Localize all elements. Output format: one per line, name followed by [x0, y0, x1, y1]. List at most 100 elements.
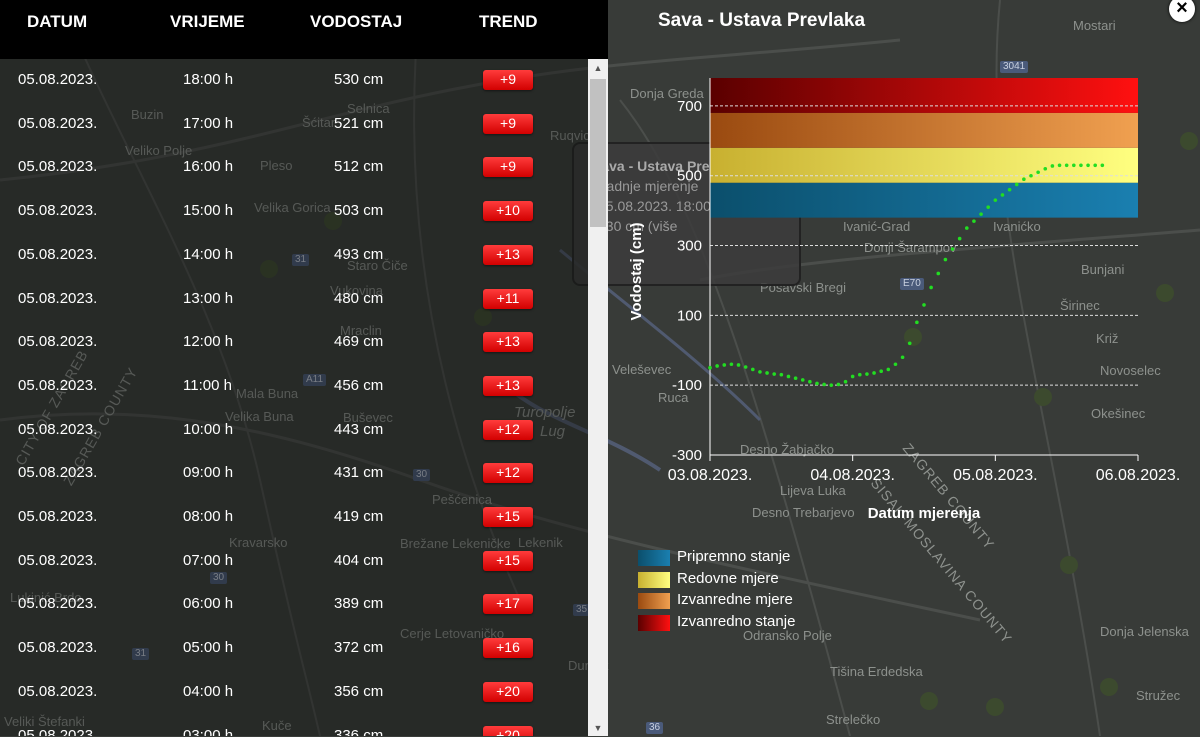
data-point	[743, 365, 748, 369]
row-date: 05.08.2023.	[18, 289, 98, 307]
map-label: Brežane Lekeničke	[400, 536, 511, 551]
map-label: Donja Greda	[630, 86, 704, 101]
row-date: 05.08.2023.	[18, 158, 98, 176]
row-water-level: 469 cm	[334, 333, 384, 351]
x-tick-label: 06.08.2023.	[1096, 467, 1181, 484]
row-water-level: 503 cm	[334, 202, 384, 220]
data-point	[786, 374, 791, 379]
data-point	[879, 369, 883, 374]
map-label: Lukinić Brdo	[10, 590, 82, 605]
scrollbar-thumb[interactable]	[590, 79, 606, 227]
data-point	[922, 303, 926, 307]
data-point	[858, 372, 862, 377]
tree-icon	[904, 328, 922, 346]
table-row[interactable]: 05.08.2023. 12:00 h 469 cm +13	[0, 321, 588, 365]
map-label: Desno Žabjačko	[740, 442, 834, 457]
data-point	[836, 382, 841, 387]
table-row[interactable]: 05.08.2023. 08:00 h 419 cm +15	[0, 496, 588, 540]
trend-badge: +10	[483, 201, 533, 222]
table-row[interactable]: 05.08.2023. 14:00 h 493 cm +13	[0, 234, 588, 278]
trend-badge: +9	[483, 113, 533, 134]
table-scrollbar[interactable]: ▲ ▼	[588, 59, 608, 736]
tree-icon	[260, 260, 278, 278]
map-label: Stružec	[1136, 688, 1181, 703]
row-date: 05.08.2023.	[18, 595, 98, 613]
trend-badge: +11	[483, 288, 533, 309]
data-point	[1064, 163, 1069, 168]
table-row[interactable]: 05.08.2023. 06:00 h 389 cm +17	[0, 583, 588, 627]
map-label: Odransko Polje	[743, 628, 832, 643]
map-label: Buzin	[131, 107, 164, 122]
scroll-down-icon[interactable]: ▼	[593, 723, 603, 733]
data-point	[708, 365, 712, 370]
chart-panel: Sava - Ustava Prevlaka	[608, 0, 1200, 736]
data-point	[907, 341, 912, 346]
map-label: Križ	[1096, 331, 1119, 346]
table-row[interactable]: 05.08.2023. 03:00 h 336 cm +20	[0, 715, 588, 737]
road-sign: 36	[646, 722, 664, 734]
y-tick-label: -300	[672, 447, 702, 464]
trend-badge: +12	[483, 419, 533, 440]
row-date: 05.08.2023.	[18, 420, 98, 438]
table-row[interactable]: 05.08.2023. 15:00 h 503 cm +10	[0, 190, 588, 234]
scroll-up-icon[interactable]: ▲	[593, 63, 603, 73]
legend-label: Izvanredno stanje	[677, 612, 796, 630]
data-point	[929, 285, 933, 290]
row-water-level: 356 cm	[334, 682, 384, 700]
data-point	[772, 372, 776, 376]
table-row[interactable]: 05.08.2023. 17:00 h 521 cm +9	[0, 103, 588, 147]
data-point	[915, 320, 919, 325]
data-point	[779, 372, 784, 377]
map-label: Cerje Letovaničko	[400, 626, 505, 641]
row-date: 05.08.2023.	[18, 71, 98, 88]
row-time: 03:00 h	[183, 726, 234, 737]
tree-icon	[1100, 678, 1118, 696]
data-point	[1079, 163, 1083, 168]
table-row[interactable]: 05.08.2023. 13:00 h 480 cm +11	[0, 278, 588, 322]
column-header-time: VRIJEME	[170, 12, 245, 31]
data-point	[808, 379, 812, 384]
row-date: 05.08.2023.	[18, 202, 98, 220]
data-point	[979, 212, 983, 216]
table-row[interactable]: 05.08.2023. 10:00 h 443 cm +12	[0, 409, 588, 453]
data-point	[722, 363, 727, 367]
data-point	[850, 374, 855, 379]
close-icon[interactable]: ×	[1169, 0, 1195, 22]
legend-label: Redovne mjere	[677, 569, 779, 587]
map-label: Strelečko	[826, 712, 881, 727]
row-water-level: 389 cm	[334, 595, 384, 613]
table-row[interactable]: 05.08.2023. 04:00 h 356 cm +20	[0, 671, 588, 715]
table-row[interactable]: 05.08.2023. 07:00 h 404 cm +15	[0, 540, 588, 584]
tree-icon	[920, 692, 938, 710]
road-sign: 31	[132, 648, 150, 660]
row-time: 08:00 h	[183, 508, 234, 525]
table-row[interactable]: 05.08.2023. 18:00 h 530 cm +9	[0, 59, 588, 103]
y-tick-label: 100	[677, 307, 702, 324]
table-row[interactable]: 05.08.2023. 16:00 h 512 cm +9	[0, 146, 588, 190]
row-water-level: 419 cm	[334, 508, 384, 525]
trend-badge: +20	[483, 681, 533, 702]
data-point	[765, 371, 769, 375]
tree-icon	[1156, 284, 1174, 302]
table-body[interactable]: 05.08.2023. 18:00 h 530 cm +9 05.08.2023. 17:…	[0, 59, 588, 736]
table-row[interactable]: 05.08.2023. 11:00 h 456 cm +13	[0, 365, 588, 409]
tree-icon	[1060, 556, 1078, 574]
row-water-level: 431 cm	[334, 464, 384, 482]
map-label: Pešćenica	[432, 492, 492, 507]
row-time: 17:00 h	[183, 114, 234, 132]
row-date: 05.08.2023.	[18, 333, 98, 351]
column-header-trend: TREND	[479, 12, 538, 31]
data-point	[1057, 163, 1062, 168]
map-label: Ruqvica	[550, 128, 597, 143]
legend-label: Pripremno stanje	[677, 548, 791, 565]
data-point	[936, 271, 941, 276]
row-date: 05.08.2023.	[18, 551, 98, 569]
row-date: 05.08.2023.	[18, 508, 98, 525]
table-row[interactable]: 05.08.2023. 09:00 h 431 cm +12	[0, 452, 588, 496]
trend-badge: +13	[483, 332, 533, 353]
row-time: 15:00 h	[183, 202, 234, 220]
data-point	[950, 247, 955, 251]
table-row[interactable]: 05.08.2023. 05:00 h 372 cm +16	[0, 627, 588, 671]
road-sign: 31	[292, 254, 310, 266]
x-tick-label: 03.08.2023.	[668, 467, 753, 484]
